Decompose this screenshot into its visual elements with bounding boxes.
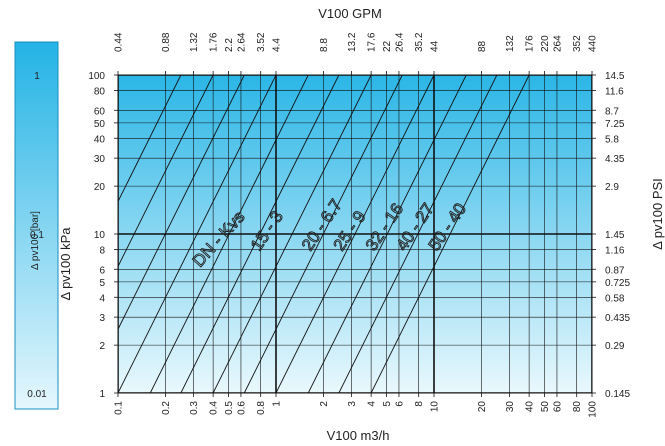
bottom-tick-label-17: 40 [525, 401, 536, 413]
right-tick-label-13: 11.6 [605, 86, 624, 97]
bottom-tick-label-0: 0.1 [114, 401, 125, 415]
bottom-tick-label-21: 100 [588, 401, 599, 418]
top-tick-label-20: 352 [572, 35, 583, 52]
bottom-tick-label-10: 4 [367, 401, 378, 407]
right-tick-label-2: 0.435 [605, 313, 630, 324]
kvs-line-4 [149, 75, 309, 393]
pressure-scale-bar [14, 41, 59, 410]
left-tick-label-12: 60 [94, 106, 106, 117]
right-tick-label-12: 8.7 [605, 106, 619, 117]
left-tick-label-1: 2 [99, 341, 105, 352]
bottom-tick-label-20: 80 [572, 401, 583, 413]
left-tick-label-7: 10 [94, 230, 106, 241]
bottom-tick-label-3: 0.4 [209, 401, 220, 415]
top-tick-label-2: 1.32 [189, 32, 200, 52]
kvs-line-7 [243, 75, 403, 393]
right-tick-label-9: 4.35 [605, 154, 625, 165]
kvs-line-6 [212, 75, 372, 393]
left-tick-label-3: 4 [99, 293, 105, 304]
bottom-tick-label-16: 30 [505, 401, 516, 413]
bottom-tick-label-13: 8 [414, 401, 425, 407]
left-tick-label-13: 80 [94, 86, 106, 97]
kvs-line-11 [370, 75, 530, 393]
left-axis-title: Δ pv100 kPa [58, 227, 73, 301]
right-tick-label-1: 0.29 [605, 341, 625, 352]
right-tick-label-6: 1.16 [605, 245, 625, 256]
scale-bar-label: Δ pv100 [bar] [30, 211, 41, 270]
bottom-tick-label-19: 60 [552, 401, 563, 413]
kvs-line-9 [307, 75, 467, 393]
right-tick-label-7: 1.45 [605, 230, 625, 241]
top-tick-label-13: 35.2 [414, 32, 425, 52]
left-tick-label-0: 1 [99, 389, 105, 400]
left-tick-label-5: 6 [99, 265, 105, 276]
top-tick-label-9: 13.2 [347, 32, 358, 52]
top-tick-label-1: 0.88 [161, 32, 172, 52]
top-tick-label-18: 220 [540, 35, 551, 52]
bottom-tick-label-18: 50 [540, 401, 551, 413]
bottom-tick-label-15: 20 [477, 401, 488, 413]
kvs-line-5 [180, 75, 340, 393]
left-tick-label-8: 20 [94, 182, 106, 193]
bottom-tick-label-9: 3 [347, 401, 358, 407]
right-tick-label-14: 14.5 [605, 71, 625, 82]
bottom-axis-title: V100 m3/h [327, 428, 390, 443]
left-tick-label-11: 50 [94, 119, 106, 130]
top-tick-label-3: 1.76 [209, 32, 220, 52]
top-tick-label-11: 22 [382, 40, 393, 52]
top-tick-label-7: 4.4 [272, 38, 283, 52]
bottom-tick-label-6: 0.8 [256, 401, 267, 415]
right-tick-label-8: 2.9 [605, 182, 619, 193]
top-tick-label-17: 176 [525, 35, 536, 52]
top-tick-label-10: 17.6 [367, 32, 378, 52]
right-tick-label-4: 0.725 [605, 278, 630, 289]
top-tick-label-12: 26.4 [394, 32, 405, 52]
kvs-line-1 [118, 75, 214, 268]
right-tick-label-0: 0.145 [605, 389, 630, 400]
right-axis-title: Δ pv100 PSI [650, 178, 665, 250]
right-tick-label-5: 0.87 [605, 265, 625, 276]
left-tick-label-2: 3 [99, 313, 105, 324]
kvs-line-8 [275, 75, 435, 393]
bottom-tick-label-8: 2 [319, 401, 330, 407]
bottom-tick-label-2: 0.3 [189, 401, 200, 415]
scale-bar-tick-0: 1 [34, 71, 40, 82]
bottom-tick-label-5: 0.6 [236, 401, 247, 415]
top-tick-label-5: 2.64 [236, 32, 247, 52]
bottom-tick-label-11: 5 [382, 401, 393, 407]
right-tick-label-11: 7.25 [605, 119, 625, 130]
right-tick-label-10: 5.8 [605, 134, 619, 145]
top-tick-label-16: 132 [505, 35, 516, 52]
top-tick-label-15: 88 [477, 40, 488, 52]
kvs-line-3 [118, 75, 277, 393]
left-tick-label-10: 40 [94, 134, 106, 145]
left-tick-label-6: 8 [99, 245, 105, 256]
top-tick-label-8: 8.8 [319, 38, 330, 52]
left-tick-label-14: 100 [88, 71, 105, 82]
left-tick-label-9: 30 [94, 154, 106, 165]
kvs-line-10 [338, 75, 498, 393]
left-tick-label-4: 5 [99, 278, 105, 289]
top-tick-label-21: 440 [588, 35, 599, 52]
scale-bar-tick-2: 0.01 [27, 389, 47, 400]
top-tick-label-19: 264 [552, 35, 563, 52]
right-tick-label-3: 0.58 [605, 293, 625, 304]
kvs-line-0 [118, 75, 182, 203]
bottom-tick-label-1: 0.2 [161, 401, 172, 415]
bottom-tick-label-12: 6 [394, 401, 405, 407]
top-axis-title: V100 GPM [318, 6, 382, 21]
top-tick-label-4: 2.2 [224, 38, 235, 52]
bottom-tick-label-4: 0.5 [224, 401, 235, 415]
top-tick-label-14: 44 [430, 40, 441, 52]
scale-bar-tick-1: 0.1 [30, 230, 44, 241]
bottom-tick-label-14: 10 [430, 401, 441, 413]
top-tick-label-0: 0.44 [114, 32, 125, 52]
kvs-line-2 [118, 75, 245, 331]
top-tick-label-6: 3.52 [256, 32, 267, 52]
bottom-tick-label-7: 1 [272, 401, 283, 407]
